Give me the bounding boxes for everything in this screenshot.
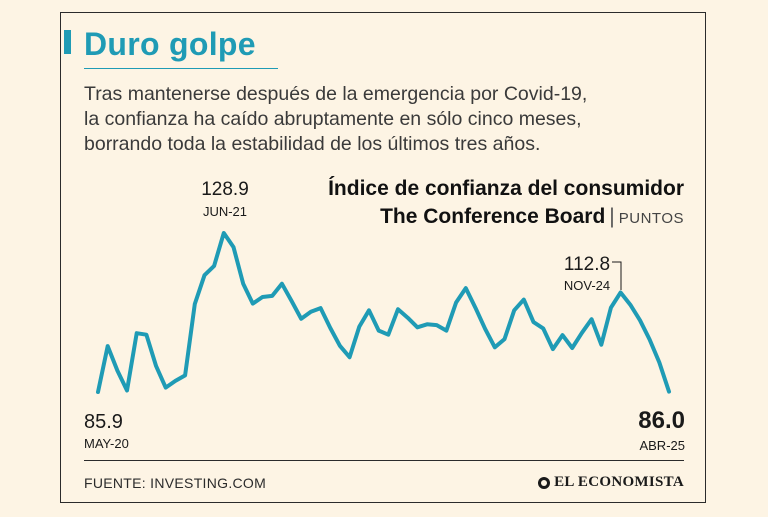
annotation-date-end: ABR-25 — [639, 438, 685, 453]
headline: Duro golpe — [84, 26, 256, 62]
title-separator: | — [609, 205, 615, 228]
chart-title-line-2-wrap: The Conference Board | PUNTOS — [328, 203, 684, 233]
annotation-value-start: 85.9 — [84, 411, 123, 433]
subtitle-line-1: Tras mantenerse después de la emergencia… — [84, 83, 588, 105]
annotation-date-start: MAY-20 — [84, 436, 129, 451]
annotation-value-end: 86.0 — [638, 407, 685, 434]
subtitle-line-3: borrando toda la estabilidad de los últi… — [84, 133, 541, 155]
chart-title: Índice de confianza del consumidor The C… — [328, 175, 684, 233]
series-line — [96, 231, 671, 394]
source-note: FUENTE: INVESTING.COM — [84, 475, 267, 491]
subtitle: Tras mantenerse después de la emergencia… — [84, 82, 644, 157]
subtitle-line-2: la confianza ha caído abruptamente en só… — [84, 108, 582, 130]
brand-emblem-icon — [538, 476, 551, 489]
chart-title-line-2: The Conference Board — [380, 205, 606, 228]
title-accent-bar — [64, 30, 71, 54]
brand-logo: EL ECONOMISTA — [538, 474, 684, 491]
annotation-value-nov24: 112.8 — [564, 254, 610, 275]
annotation-date-peak: JUN-21 — [203, 204, 247, 219]
chart-units: PUNTOS — [618, 210, 684, 227]
footer-rule — [84, 460, 684, 461]
brand-name: EL ECONOMISTA — [554, 474, 684, 490]
headline-underline — [84, 68, 278, 69]
chart-title-line-1: Índice de confianza del consumidor — [328, 177, 684, 200]
annotation-date-nov24: NOV-24 — [564, 278, 610, 293]
annotation-value-peak: 128.9 — [201, 179, 249, 200]
chart-frame — [60, 12, 706, 503]
annotation-leader-line — [612, 261, 622, 290]
